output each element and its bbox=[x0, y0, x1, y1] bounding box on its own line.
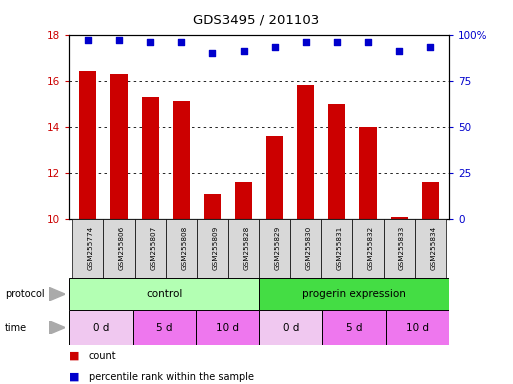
Text: GSM255809: GSM255809 bbox=[212, 226, 219, 270]
Bar bbox=[386, 310, 449, 345]
Bar bbox=[328, 104, 345, 219]
Bar bbox=[390, 217, 408, 219]
Bar bbox=[422, 182, 439, 219]
Text: GSM255806: GSM255806 bbox=[119, 226, 125, 270]
Polygon shape bbox=[49, 287, 65, 301]
Bar bbox=[197, 219, 228, 278]
Text: control: control bbox=[146, 289, 182, 299]
Polygon shape bbox=[49, 321, 65, 334]
Text: GSM255807: GSM255807 bbox=[150, 226, 156, 270]
Text: GSM255828: GSM255828 bbox=[244, 226, 249, 270]
Bar bbox=[415, 219, 446, 278]
Point bbox=[240, 48, 248, 54]
Text: count: count bbox=[89, 351, 116, 361]
Text: GSM255774: GSM255774 bbox=[88, 226, 94, 270]
Bar bbox=[297, 85, 314, 219]
Bar bbox=[204, 194, 221, 219]
Bar bbox=[360, 127, 377, 219]
Point bbox=[364, 39, 372, 45]
Text: GSM255832: GSM255832 bbox=[368, 226, 374, 270]
Bar bbox=[259, 278, 449, 310]
Bar bbox=[196, 310, 259, 345]
Bar bbox=[72, 219, 104, 278]
Text: GSM255829: GSM255829 bbox=[274, 226, 281, 270]
Text: percentile rank within the sample: percentile rank within the sample bbox=[89, 372, 254, 382]
Bar bbox=[266, 136, 283, 219]
Bar bbox=[134, 219, 166, 278]
Text: 0 d: 0 d bbox=[283, 323, 299, 333]
Text: GDS3495 / 201103: GDS3495 / 201103 bbox=[193, 13, 320, 26]
Bar bbox=[142, 97, 159, 219]
Text: GSM255834: GSM255834 bbox=[430, 226, 436, 270]
Text: ■: ■ bbox=[69, 351, 80, 361]
Text: 5 d: 5 d bbox=[346, 323, 362, 333]
Bar bbox=[228, 219, 259, 278]
Bar bbox=[132, 310, 196, 345]
Bar bbox=[104, 219, 134, 278]
Text: GSM255831: GSM255831 bbox=[337, 226, 343, 270]
Bar bbox=[259, 219, 290, 278]
Point bbox=[208, 50, 216, 56]
Bar bbox=[322, 310, 386, 345]
Point bbox=[177, 39, 185, 45]
Bar bbox=[321, 219, 352, 278]
Bar bbox=[352, 219, 384, 278]
Bar bbox=[173, 101, 190, 219]
Text: time: time bbox=[5, 323, 27, 333]
Bar bbox=[80, 71, 96, 219]
Point bbox=[115, 37, 123, 43]
Point bbox=[333, 39, 341, 45]
Bar bbox=[384, 219, 415, 278]
Text: 10 d: 10 d bbox=[406, 323, 429, 333]
Point bbox=[146, 39, 154, 45]
Point bbox=[84, 37, 92, 43]
Text: progerin expression: progerin expression bbox=[302, 289, 406, 299]
Point bbox=[270, 45, 279, 51]
Text: protocol: protocol bbox=[5, 289, 45, 299]
Bar bbox=[110, 74, 128, 219]
Bar bbox=[69, 278, 259, 310]
Point bbox=[302, 39, 310, 45]
Point bbox=[395, 48, 403, 54]
Point bbox=[426, 45, 435, 51]
Text: GSM255833: GSM255833 bbox=[399, 226, 405, 270]
Bar bbox=[69, 310, 132, 345]
Bar bbox=[290, 219, 321, 278]
Bar bbox=[235, 182, 252, 219]
Bar bbox=[166, 219, 197, 278]
Bar bbox=[259, 310, 322, 345]
Text: GSM255830: GSM255830 bbox=[306, 226, 312, 270]
Text: 10 d: 10 d bbox=[216, 323, 239, 333]
Text: ■: ■ bbox=[69, 372, 80, 382]
Text: 0 d: 0 d bbox=[93, 323, 109, 333]
Text: GSM255808: GSM255808 bbox=[181, 226, 187, 270]
Text: 5 d: 5 d bbox=[156, 323, 172, 333]
